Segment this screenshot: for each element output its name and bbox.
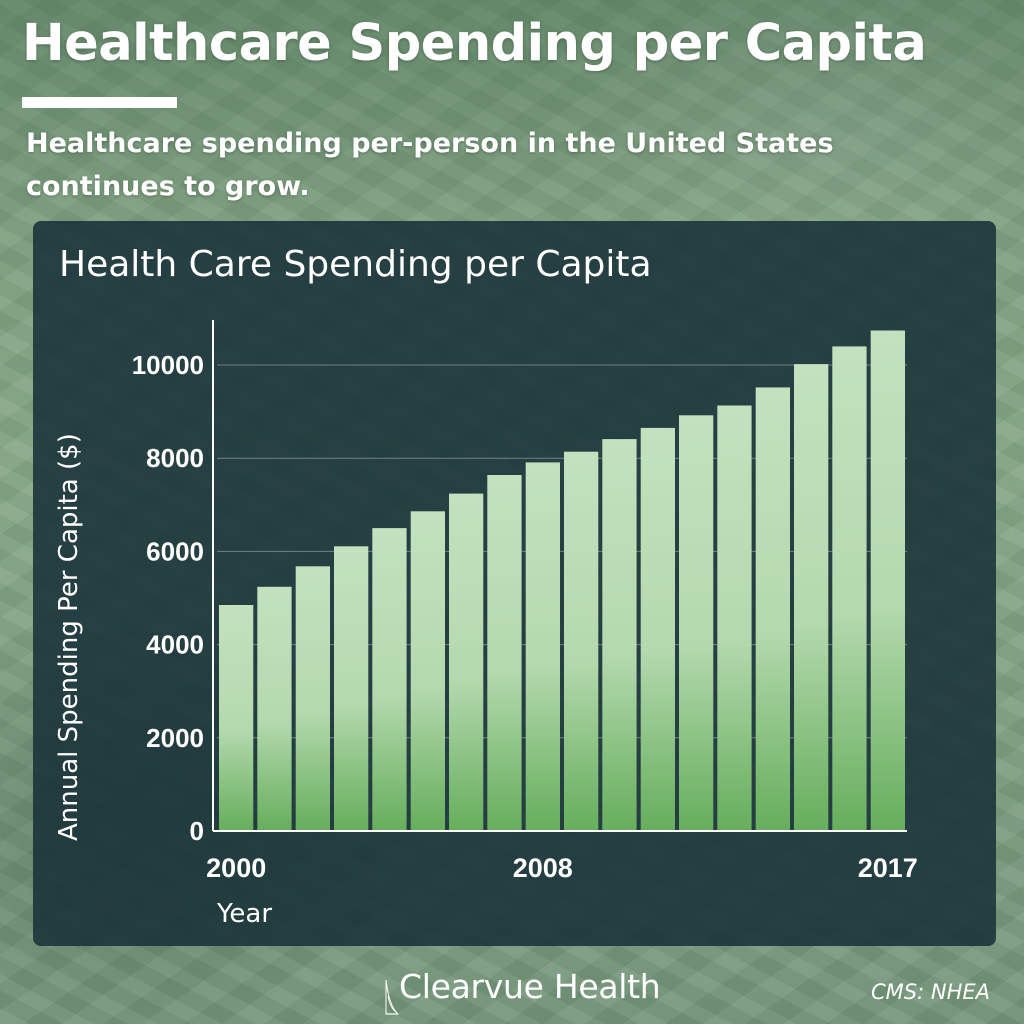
bar-2010 xyxy=(602,439,637,831)
y-tick-label: 6000 xyxy=(146,536,204,566)
page-subtitle: Healthcare spending per-person in the Un… xyxy=(26,128,834,202)
x-tick-label: 2008 xyxy=(513,853,573,883)
source-credit: CMS: NHEA xyxy=(871,980,990,1004)
clearvue-logo-icon xyxy=(385,979,399,1015)
chart-title: Health Care Spending per Capita xyxy=(59,244,652,285)
title-underline xyxy=(22,97,177,108)
bar-2000 xyxy=(219,605,254,831)
axes xyxy=(212,320,907,832)
y-tick-label: 4000 xyxy=(146,630,204,660)
y-tick-labels: 0 2000 4000 6000 8000 10000 xyxy=(132,350,204,846)
y-tick-label: 8000 xyxy=(146,443,204,473)
bars xyxy=(219,330,905,831)
bar-2005 xyxy=(410,511,445,831)
bar-2009 xyxy=(564,451,599,831)
bar-2006 xyxy=(449,493,484,831)
bar-2001 xyxy=(257,586,292,831)
x-tick-labels: 2000 2008 2017 xyxy=(206,853,918,883)
y-axis-label: Annual Spending Per Capita ($) xyxy=(54,433,84,841)
brand-name: Clearvue Health xyxy=(399,967,661,1006)
bar-2013 xyxy=(717,405,752,831)
x-tick-label: 2017 xyxy=(858,853,918,883)
x-axis-label: Year xyxy=(216,899,272,929)
y-tick-label: 10000 xyxy=(132,350,204,380)
page-title: Healthcare Spending per Capita xyxy=(22,14,927,73)
bar-2002 xyxy=(295,566,330,831)
bar-2007 xyxy=(487,475,522,831)
bar-2008 xyxy=(525,462,560,831)
bar-2017 xyxy=(870,330,905,831)
bar-2004 xyxy=(372,528,407,831)
bar-2011 xyxy=(640,427,675,831)
bar-2014 xyxy=(755,387,790,831)
bar-2015 xyxy=(794,364,829,831)
y-tick-label: 2000 xyxy=(146,723,204,753)
x-tick-label: 2000 xyxy=(206,853,266,883)
gridlines xyxy=(217,364,907,739)
y-tick-label: 0 xyxy=(190,816,204,846)
bar-2003 xyxy=(334,546,369,831)
bar-2016 xyxy=(832,346,867,831)
bar-2012 xyxy=(679,415,714,831)
